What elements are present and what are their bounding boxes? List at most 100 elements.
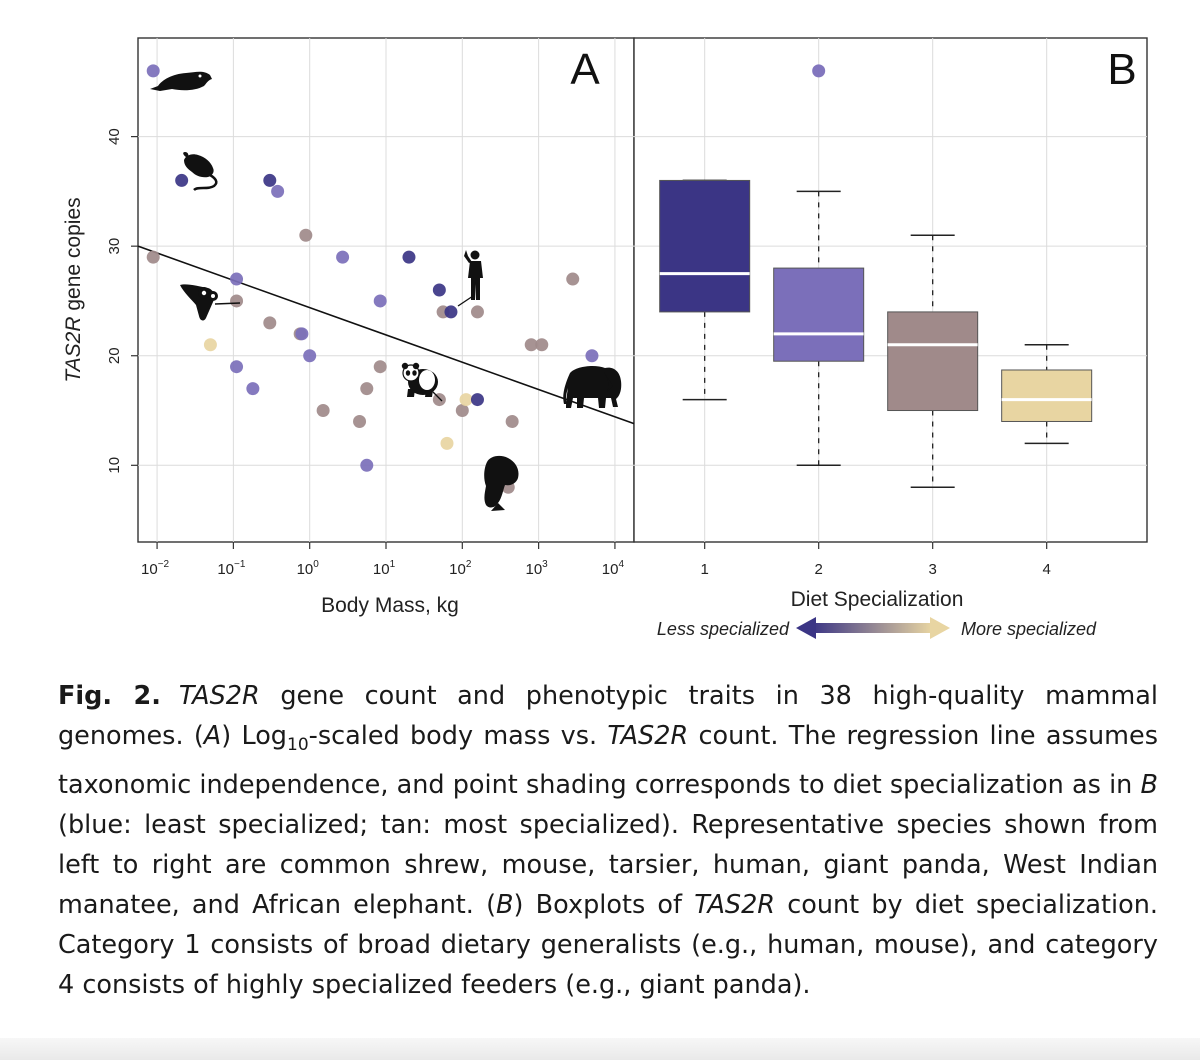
human-silhouette <box>457 250 483 307</box>
y-tick-label-10: 10 <box>106 457 123 474</box>
data-point-0 <box>146 64 160 78</box>
data-point-22 <box>402 250 416 264</box>
data-point-37 <box>585 349 599 363</box>
data-point-36 <box>566 272 580 286</box>
specialization-arrow <box>796 617 950 639</box>
data-point-9 <box>271 184 285 198</box>
data-point-7 <box>246 382 260 396</box>
figure-caption: Fig. 2. TAS2R gene count and phenotypic t… <box>58 676 1158 1005</box>
bottom-fade-bar <box>0 1038 1200 1060</box>
caption-text-1: gene count and phenotypic traits in 38 h… <box>58 681 1158 751</box>
boxplot-category-3 <box>887 234 979 488</box>
x-tick-label-4: 104 <box>602 559 625 578</box>
caption-panel-b-ref-2: B <box>496 890 514 921</box>
caption-panel-b-ref: B <box>1140 770 1159 801</box>
box-3 <box>887 311 979 412</box>
x-tick-label-3: 103 <box>525 559 548 578</box>
category-tick-label-2: 2 <box>815 561 823 578</box>
caption-text-3: -scaled body mass vs. <box>308 721 608 751</box>
data-point-30 <box>470 305 484 319</box>
caption-gene-name-2: TAS2R <box>607 721 689 751</box>
elephant-silhouette <box>563 365 622 408</box>
mouse-silhouette <box>183 152 218 192</box>
data-point-28 <box>455 404 469 418</box>
more-specialized-label: More specialized <box>961 619 1097 639</box>
caption-text-7: count by diet specialization. Category 1… <box>58 890 1158 1001</box>
data-point-17 <box>353 414 367 428</box>
data-point-31 <box>470 393 484 407</box>
data-point-3 <box>203 338 217 352</box>
y-tick-label-20: 20 <box>106 347 123 364</box>
caption-gene-name-3: TAS2R <box>694 890 776 921</box>
manatee-silhouette <box>484 455 519 511</box>
data-point-32 <box>505 414 519 428</box>
box-4 <box>1001 369 1093 422</box>
x-axis-title-b: Diet Specialization <box>791 588 964 611</box>
data-point-34 <box>524 338 538 352</box>
y-axis-title: TAS2R gene copies <box>62 197 85 382</box>
data-point-13 <box>295 327 309 341</box>
data-point-1 <box>175 173 189 187</box>
data-point-35 <box>535 338 549 352</box>
data-point-26 <box>432 393 446 407</box>
y-tick-label-30: 30 <box>106 238 123 255</box>
boxplot-category-4 <box>1001 344 1093 445</box>
data-point-20 <box>373 294 387 308</box>
box-2 <box>773 267 865 362</box>
data-point-23 <box>432 283 446 297</box>
less-specialized-label: Less specialized <box>657 619 790 639</box>
panel-b-x-ticks: 1 2 3 4 <box>701 542 1051 578</box>
data-point-27 <box>440 436 454 450</box>
data-point-29 <box>459 393 473 407</box>
regression-line <box>137 245 635 425</box>
data-point-11 <box>299 228 313 242</box>
data-point-15 <box>316 404 330 418</box>
caption-text-5: (blue: least specialized; tan: most spec… <box>58 810 1158 921</box>
regression-segment <box>137 245 635 425</box>
caption-text-4: count. The regression line assumes taxon… <box>58 721 1158 801</box>
caption-text-2: ) Log <box>221 721 287 751</box>
data-point-8 <box>263 173 277 187</box>
panel-a-grid <box>138 38 634 542</box>
data-point-16 <box>336 250 350 264</box>
caption-panel-a-ref: A <box>203 721 222 751</box>
panel-a-x-ticks: 10−2 10−1 100 101 102 103 104 <box>141 542 624 578</box>
data-point-18 <box>360 382 374 396</box>
caption-gene-name: TAS2R <box>178 681 260 711</box>
figure-label: Fig. 2. <box>58 681 161 711</box>
x-tick-label-0: 100 <box>297 559 320 578</box>
category-tick-label-1: 1 <box>701 561 709 578</box>
data-point-19 <box>360 458 374 472</box>
data-point-10 <box>263 316 277 330</box>
panel-a-y-ticks: 10 20 30 40 <box>106 128 138 474</box>
data-point-5 <box>230 294 244 308</box>
data-point-2 <box>146 250 160 264</box>
x-tick-label-1: 101 <box>373 559 396 578</box>
box-1 <box>659 179 751 313</box>
data-point-21 <box>373 360 387 374</box>
boxplot-category-1 <box>659 179 751 401</box>
shrew-silhouette <box>150 71 212 91</box>
panel-a-points <box>146 64 599 494</box>
tarsier-silhouette <box>180 284 241 321</box>
category-tick-label-3: 3 <box>929 561 937 578</box>
caption-text-6: ) Boxplots of <box>513 890 695 921</box>
x-tick-label-2: 102 <box>449 559 472 578</box>
caption-log-subscript: 10 <box>287 735 309 756</box>
panel-b-letter: B <box>1107 45 1136 94</box>
x-tick-label--2: 10−2 <box>141 559 170 578</box>
panda-silhouette <box>401 362 443 402</box>
outlier-2-0 <box>812 64 826 78</box>
panel-a-letter: A <box>570 45 600 94</box>
data-point-25 <box>444 305 458 319</box>
data-point-4 <box>230 272 244 286</box>
panel-b-boxplots <box>659 64 1093 488</box>
figure: A B <box>62 37 1148 639</box>
category-tick-label-4: 4 <box>1043 561 1051 578</box>
boxplot-category-2 <box>773 64 865 467</box>
y-tick-label-40: 40 <box>106 128 123 145</box>
data-point-6 <box>230 360 244 374</box>
x-axis-title-a: Body Mass, kg <box>321 594 459 617</box>
x-tick-label--1: 10−1 <box>217 559 246 578</box>
data-point-14 <box>303 349 317 363</box>
